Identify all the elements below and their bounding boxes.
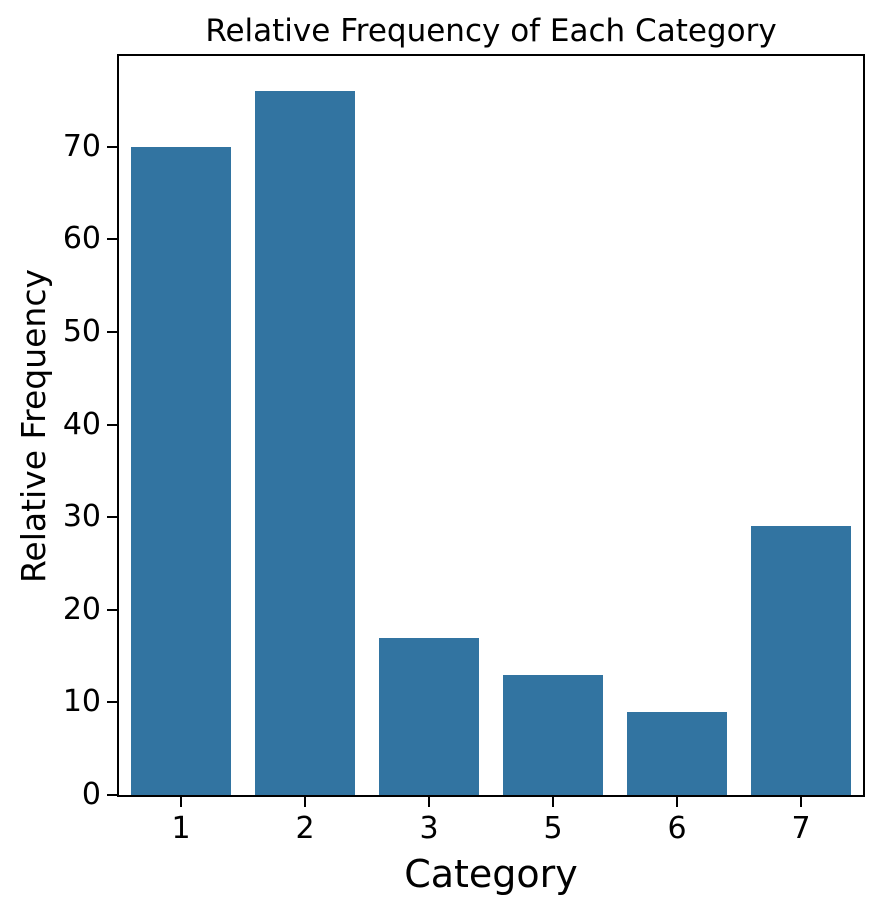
y-tick-mark (107, 608, 117, 611)
x-tick-mark (428, 797, 430, 807)
x-tick-label: 5 (543, 811, 563, 846)
x-tick-label: 6 (667, 811, 687, 846)
y-tick-label: 70 (62, 128, 101, 164)
bar-category-5 (503, 674, 603, 795)
x-tick-label: 1 (171, 811, 191, 846)
x-tick-mark (552, 797, 554, 807)
y-tick-label: 30 (62, 499, 101, 535)
bar-category-1 (131, 146, 231, 795)
y-tick-label: 0 (81, 777, 101, 812)
y-tick-label: 50 (62, 313, 101, 349)
plot-area (117, 54, 865, 797)
x-tick-label: 3 (419, 811, 439, 846)
x-tick-mark (800, 797, 802, 807)
y-tick-mark (107, 794, 117, 796)
y-tick-label: 40 (62, 406, 101, 442)
x-axis-label: Category (404, 852, 578, 896)
x-tick-mark (180, 797, 182, 807)
bar-category-6 (627, 711, 727, 795)
chart-title: Relative Frequency of Each Category (205, 13, 777, 49)
y-tick-label: 10 (62, 684, 101, 720)
x-tick-label: 7 (791, 811, 811, 846)
x-tick-mark (676, 797, 678, 807)
bar-category-2 (255, 91, 355, 795)
x-tick-mark (304, 797, 306, 807)
y-tick-mark (107, 423, 117, 426)
x-tick-label: 2 (295, 811, 315, 846)
y-tick-mark (107, 330, 117, 333)
bar-category-7 (751, 526, 851, 795)
y-tick-mark (107, 516, 117, 519)
bar-category-3 (379, 637, 479, 795)
y-tick-mark (107, 238, 117, 241)
y-tick-mark (107, 701, 117, 704)
y-tick-label: 20 (62, 591, 101, 627)
y-tick-label: 60 (62, 221, 101, 257)
y-tick-mark (107, 145, 117, 148)
